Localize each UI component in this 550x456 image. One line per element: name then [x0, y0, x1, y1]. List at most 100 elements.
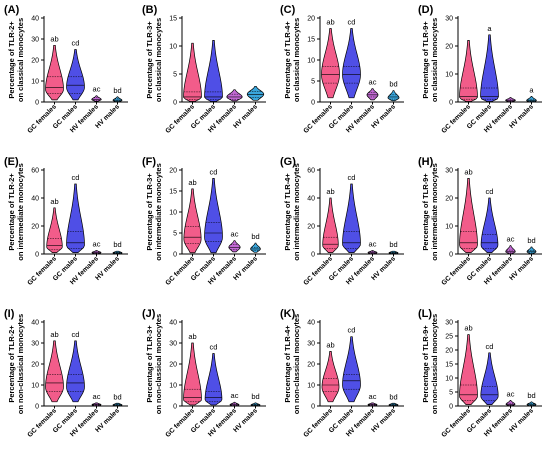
- y-tick-label: 15: [445, 362, 453, 369]
- significance-label: cd: [210, 167, 218, 176]
- panel-label: (C): [280, 4, 296, 16]
- violin-gc-females: [459, 334, 478, 405]
- y-tick-label: 40: [31, 16, 39, 23]
- significance-label: ab: [464, 324, 472, 333]
- significance-label: bd: [389, 240, 397, 249]
- y-axis-label: Percentage of TLR-2+on intermediate mono…: [7, 163, 25, 261]
- y-tick-label: 30: [445, 168, 453, 175]
- significance-label: bd: [113, 392, 121, 401]
- y-tick-label: 5: [311, 79, 315, 86]
- panel-label: (G): [280, 156, 296, 168]
- violin-hv-females: [366, 88, 379, 101]
- y-axis-label-line: on classical monocytes: [154, 18, 163, 102]
- y-axis-label-line: Percentage of TLR-2+: [7, 21, 16, 99]
- significance-label: cd: [210, 343, 218, 352]
- significance-label: ab: [50, 34, 58, 43]
- panel-label: (A): [4, 4, 20, 16]
- y-tick-label: 10: [169, 44, 177, 51]
- y-axis-label-line: Percentage of TLR-2+: [7, 173, 16, 251]
- x-tick-label: GC females: [165, 255, 197, 287]
- y-axis-label-line: on intermediate monocytes: [16, 163, 25, 261]
- y-tick-label: 0: [35, 100, 39, 107]
- y-tick-label: 30: [169, 341, 177, 348]
- significance-label: cd: [72, 173, 80, 182]
- y-tick-label: 10: [169, 210, 177, 217]
- panel-label: (I): [4, 308, 15, 320]
- chart-panel-j: (J) Percentage of TLR-3+on non-classical …: [142, 308, 266, 439]
- significance-label: ab: [326, 340, 334, 349]
- y-tick-label: 0: [311, 404, 315, 411]
- significance-label: ab: [326, 187, 334, 196]
- violin-gc-males: [66, 183, 85, 253]
- x-tick-label: GC females: [27, 103, 59, 135]
- y-tick-label: 20: [445, 196, 453, 203]
- violin-gc-males: [66, 340, 85, 403]
- y-tick-label: 30: [307, 341, 315, 348]
- violin-gc-males: [480, 352, 499, 405]
- chart-panel-h: (H)Percentage of TLR-9+on intermediate m…: [418, 156, 542, 287]
- y-axis-label-line: Percentage of TLR-3+: [145, 21, 154, 99]
- y-tick-label: 20: [307, 224, 315, 231]
- y-tick-label: 30: [31, 37, 39, 44]
- significance-label: bd: [113, 86, 121, 95]
- significance-label: bd: [113, 240, 121, 249]
- significance-label: cd: [486, 187, 494, 196]
- y-axis-label: Percentage of TLR-3+on classical monocyt…: [145, 18, 163, 102]
- violin-gc-females: [459, 178, 478, 253]
- x-tick-label: GC females: [27, 255, 59, 287]
- y-tick-label: 60: [307, 168, 315, 175]
- y-tick-label: 0: [35, 404, 39, 411]
- chart-panel-g: (G)Percentage of TLR-4+on intermediate m…: [280, 156, 404, 287]
- violin-gc-females: [321, 351, 340, 403]
- significance-label: bd: [251, 232, 259, 241]
- y-tick-label: 40: [169, 320, 177, 327]
- violin-gc-males: [342, 183, 361, 253]
- y-tick-label: 40: [307, 320, 315, 327]
- y-tick-label: 0: [449, 100, 453, 107]
- y-tick-label: 0: [173, 252, 177, 259]
- significance-label: ac: [93, 240, 101, 249]
- x-tick-label: GC females: [303, 407, 335, 439]
- panel-label: (F): [142, 156, 156, 168]
- violin-gc-males: [480, 197, 499, 253]
- significance-label: ab: [464, 167, 472, 176]
- significance-label: a: [529, 85, 534, 94]
- y-tick-label: 0: [449, 252, 453, 259]
- y-tick-label: 20: [445, 348, 453, 355]
- violin-gc-males: [480, 34, 499, 102]
- chart-panel-d: (D) Percentage of TLR-9+on classical mono…: [418, 4, 542, 135]
- chart-panel-b: (B) Percentage of TLR-3+on classical mono…: [142, 4, 266, 135]
- significance-label: ac: [231, 230, 239, 239]
- y-tick-label: 20: [31, 362, 39, 369]
- y-axis-label-line: on non-classical monocytes: [292, 314, 301, 414]
- panel-label: (H): [418, 156, 434, 168]
- significance-label: ac: [369, 240, 377, 249]
- y-tick-label: 40: [307, 196, 315, 203]
- y-tick-label: 0: [449, 404, 453, 411]
- y-axis-label-line: on non-classical monocytes: [154, 314, 163, 414]
- panel-label: (K): [280, 308, 296, 320]
- x-tick-label: GC females: [165, 103, 197, 135]
- y-tick-label: 0: [35, 252, 39, 259]
- y-axis-label-line: on intermediate monocytes: [430, 163, 439, 261]
- y-tick-label: 30: [445, 16, 453, 23]
- y-tick-label: 40: [31, 320, 39, 327]
- y-axis-label-line: Percentage of TLR-3+: [145, 325, 154, 403]
- y-tick-label: 10: [31, 79, 39, 86]
- significance-label: a: [487, 24, 492, 33]
- violin-gc-males: [204, 40, 223, 102]
- y-tick-label: 30: [445, 320, 453, 327]
- y-axis-label-line: on classical monocytes: [430, 18, 439, 102]
- y-axis-label-line: on intermediate monocytes: [154, 163, 163, 261]
- violin-hv-females: [505, 245, 516, 255]
- y-axis-label-line: Percentage of TLR-2+: [7, 325, 16, 403]
- y-axis-label: Percentage of TLR-9+on classical monocyt…: [421, 18, 439, 102]
- y-tick-label: 0: [311, 100, 315, 107]
- y-tick-label: 10: [31, 383, 39, 390]
- panel-label: (J): [142, 308, 156, 320]
- violin-gc-females: [321, 28, 340, 99]
- y-tick-label: 15: [169, 16, 177, 23]
- significance-label: bd: [251, 392, 259, 401]
- significance-label: cd: [72, 330, 80, 339]
- significance-label: ac: [369, 78, 377, 87]
